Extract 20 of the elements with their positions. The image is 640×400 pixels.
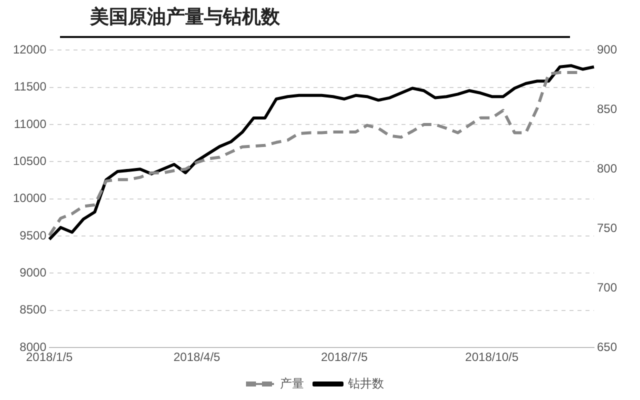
legend-label: 钻井数 [347,376,384,390]
y-tick-label: 11500 [14,80,47,94]
y-tick-label: 9500 [20,228,47,242]
y-tick-label: 11000 [14,116,47,131]
x-tick-label: 2018/10/5 [465,350,519,364]
y2-tick-label: 850 [596,102,618,116]
chart-title: 美国原油产量与钻机数 [60,4,570,38]
y2-tick-label: 800 [596,161,618,176]
x-tick-label: 2018/4/5 [174,350,221,364]
y2-tick-label: 650 [596,340,618,354]
y2-tick-label: 900 [596,42,618,57]
y2-tick-label: 700 [596,280,618,294]
x-tick-label: 2018/7/5 [321,350,368,364]
legend-label: 产量 [280,376,304,390]
y-tick-label: 10000 [12,191,47,206]
y2-tick-label: 750 [596,220,618,235]
y-tick-label: 10500 [12,154,47,168]
y-tick-label: 8500 [20,302,47,317]
y-tick-label: 9000 [20,266,47,280]
y-tick-label: 12000 [12,42,47,57]
